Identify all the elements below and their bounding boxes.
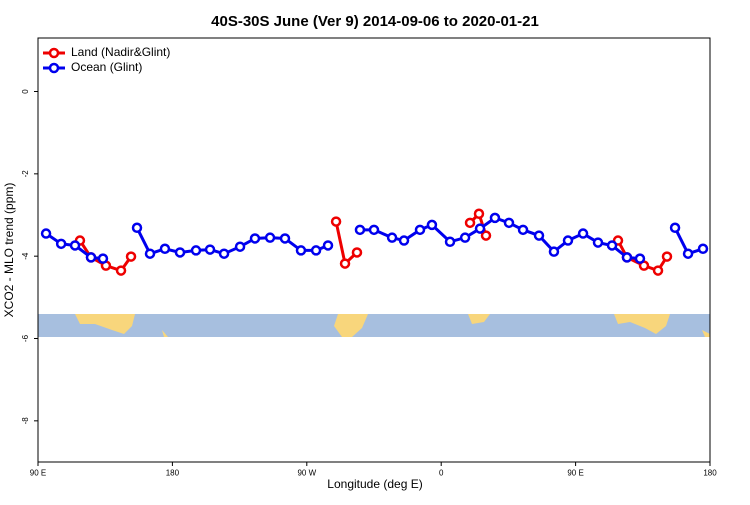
point bbox=[204, 244, 216, 255]
point bbox=[444, 236, 456, 248]
point bbox=[234, 241, 246, 252]
y-axis-label: XCO2 - MLO trend (ppm) bbox=[2, 183, 16, 318]
point bbox=[55, 238, 67, 250]
point bbox=[652, 265, 664, 276]
point bbox=[489, 212, 501, 224]
point bbox=[174, 247, 186, 258]
x-tick-label: 90 W bbox=[297, 469, 316, 478]
point bbox=[310, 245, 322, 256]
point bbox=[40, 228, 52, 239]
point bbox=[426, 219, 438, 231]
point bbox=[474, 223, 486, 234]
legend-label: Land (Nadir&Glint) bbox=[71, 45, 170, 59]
series-line bbox=[78, 210, 669, 273]
point bbox=[368, 224, 380, 236]
point bbox=[115, 265, 127, 276]
point bbox=[144, 248, 156, 259]
point bbox=[682, 248, 694, 259]
point bbox=[414, 224, 426, 236]
legend-marker bbox=[48, 62, 60, 74]
point bbox=[503, 217, 515, 229]
point bbox=[661, 251, 673, 262]
point bbox=[330, 216, 342, 227]
point bbox=[480, 230, 492, 241]
point bbox=[85, 252, 97, 263]
point bbox=[562, 235, 574, 246]
point bbox=[125, 251, 137, 262]
point bbox=[69, 240, 81, 251]
point bbox=[386, 232, 398, 243]
y-tick-label: -6 bbox=[21, 334, 30, 342]
point bbox=[669, 222, 681, 234]
point bbox=[339, 258, 351, 269]
point bbox=[517, 224, 529, 236]
point bbox=[279, 233, 291, 244]
point bbox=[464, 217, 476, 229]
point bbox=[249, 233, 261, 244]
x-tick-label: 90 E bbox=[30, 469, 46, 478]
point bbox=[533, 230, 545, 241]
x-tick-label: 180 bbox=[166, 469, 180, 478]
legend-marker bbox=[48, 47, 60, 59]
point bbox=[351, 247, 363, 258]
point bbox=[354, 224, 366, 236]
point bbox=[634, 253, 646, 264]
y-tick-label: 0 bbox=[21, 89, 30, 94]
point bbox=[548, 246, 560, 257]
point bbox=[131, 222, 143, 234]
y-tick-label: -4 bbox=[21, 252, 30, 260]
point bbox=[697, 243, 709, 255]
point bbox=[264, 232, 276, 243]
x-tick-label: 90 E bbox=[567, 469, 583, 478]
point bbox=[97, 253, 109, 264]
legend-label: Ocean (Glint) bbox=[71, 60, 142, 74]
point bbox=[577, 228, 589, 239]
point bbox=[398, 235, 410, 246]
point bbox=[606, 240, 618, 251]
point bbox=[190, 245, 202, 256]
point bbox=[459, 232, 471, 243]
x-axis-label: Longitude (deg E) bbox=[327, 477, 422, 491]
y-tick-label: -2 bbox=[21, 170, 30, 178]
x-tick-label: 0 bbox=[439, 469, 444, 478]
point bbox=[218, 248, 230, 259]
plot-frame bbox=[37, 37, 711, 463]
point bbox=[295, 245, 307, 256]
point bbox=[592, 237, 604, 248]
chart-title: 40S-30S June (Ver 9) 2014-09-06 to 2020-… bbox=[211, 13, 539, 30]
x-tick-label: 180 bbox=[703, 469, 717, 478]
map-strip bbox=[38, 314, 710, 337]
y-tick-label: -8 bbox=[21, 417, 30, 425]
point bbox=[621, 252, 633, 263]
point bbox=[322, 240, 334, 251]
point bbox=[159, 243, 171, 255]
point bbox=[473, 208, 485, 220]
series-line bbox=[45, 216, 704, 261]
